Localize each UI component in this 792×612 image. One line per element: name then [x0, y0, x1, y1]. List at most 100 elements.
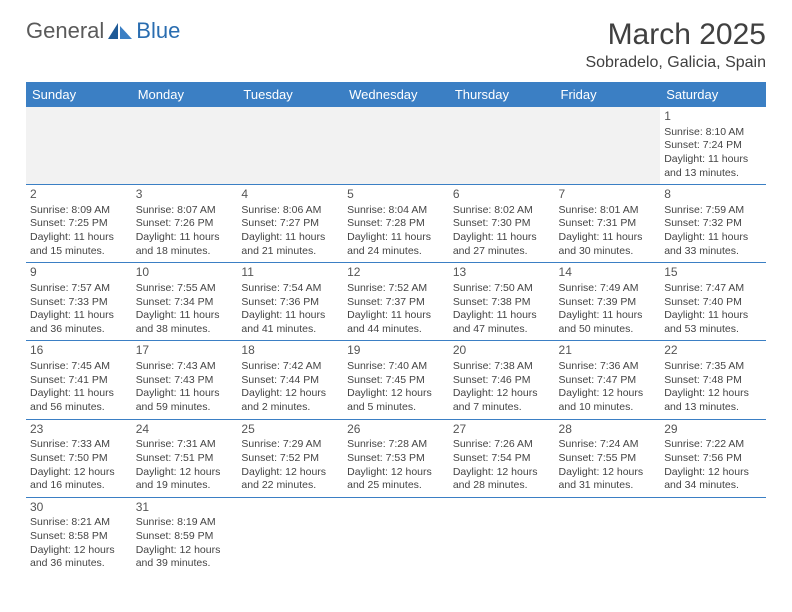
sunrise-text: Sunrise: 7:36 AM [559, 360, 657, 374]
sunrise-text: Sunrise: 8:19 AM [136, 516, 234, 530]
calendar-cell: 24Sunrise: 7:31 AMSunset: 7:51 PMDayligh… [132, 419, 238, 497]
calendar-cell [660, 497, 766, 575]
calendar-week-row: 1Sunrise: 8:10 AMSunset: 7:24 PMDaylight… [26, 107, 766, 185]
calendar-cell: 26Sunrise: 7:28 AMSunset: 7:53 PMDayligh… [343, 419, 449, 497]
sunset-text: Sunset: 7:51 PM [136, 452, 234, 466]
sunrise-text: Sunrise: 7:49 AM [559, 282, 657, 296]
daylight-text: Daylight: 12 hours and 5 minutes. [347, 387, 445, 414]
daylight-text: Daylight: 12 hours and 39 minutes. [136, 544, 234, 571]
sunrise-text: Sunrise: 8:06 AM [241, 204, 339, 218]
calendar-cell: 19Sunrise: 7:40 AMSunset: 7:45 PMDayligh… [343, 341, 449, 419]
daylight-text: Daylight: 11 hours and 56 minutes. [30, 387, 128, 414]
calendar-cell: 16Sunrise: 7:45 AMSunset: 7:41 PMDayligh… [26, 341, 132, 419]
calendar-cell: 12Sunrise: 7:52 AMSunset: 7:37 PMDayligh… [343, 263, 449, 341]
sunrise-text: Sunrise: 7:26 AM [453, 438, 551, 452]
calendar-week-row: 16Sunrise: 7:45 AMSunset: 7:41 PMDayligh… [26, 341, 766, 419]
sunset-text: Sunset: 7:45 PM [347, 374, 445, 388]
daylight-text: Daylight: 11 hours and 36 minutes. [30, 309, 128, 336]
logo-text-1: General [26, 18, 104, 44]
logo-text-2: Blue [136, 18, 180, 44]
day-number: 2 [30, 187, 128, 203]
calendar-cell [555, 497, 661, 575]
calendar-cell: 9Sunrise: 7:57 AMSunset: 7:33 PMDaylight… [26, 263, 132, 341]
calendar-cell: 31Sunrise: 8:19 AMSunset: 8:59 PMDayligh… [132, 497, 238, 575]
day-number: 22 [664, 343, 762, 359]
sunrise-text: Sunrise: 7:31 AM [136, 438, 234, 452]
day-number: 31 [136, 500, 234, 516]
day-number: 21 [559, 343, 657, 359]
sunrise-text: Sunrise: 7:43 AM [136, 360, 234, 374]
daylight-text: Daylight: 11 hours and 44 minutes. [347, 309, 445, 336]
sunset-text: Sunset: 7:26 PM [136, 217, 234, 231]
calendar-cell: 8Sunrise: 7:59 AMSunset: 7:32 PMDaylight… [660, 185, 766, 263]
daylight-text: Daylight: 12 hours and 22 minutes. [241, 466, 339, 493]
sunset-text: Sunset: 7:56 PM [664, 452, 762, 466]
weekday-header: Thursday [449, 82, 555, 107]
calendar-cell [555, 107, 661, 185]
day-number: 17 [136, 343, 234, 359]
sunset-text: Sunset: 7:46 PM [453, 374, 551, 388]
calendar-cell: 4Sunrise: 8:06 AMSunset: 7:27 PMDaylight… [237, 185, 343, 263]
daylight-text: Daylight: 12 hours and 31 minutes. [559, 466, 657, 493]
sunset-text: Sunset: 7:44 PM [241, 374, 339, 388]
day-number: 23 [30, 422, 128, 438]
daylight-text: Daylight: 11 hours and 33 minutes. [664, 231, 762, 258]
calendar-cell: 10Sunrise: 7:55 AMSunset: 7:34 PMDayligh… [132, 263, 238, 341]
sunset-text: Sunset: 8:59 PM [136, 530, 234, 544]
daylight-text: Daylight: 11 hours and 18 minutes. [136, 231, 234, 258]
daylight-text: Daylight: 11 hours and 13 minutes. [664, 153, 762, 180]
calendar-cell: 5Sunrise: 8:04 AMSunset: 7:28 PMDaylight… [343, 185, 449, 263]
sunset-text: Sunset: 7:28 PM [347, 217, 445, 231]
day-number: 30 [30, 500, 128, 516]
sunset-text: Sunset: 7:38 PM [453, 296, 551, 310]
calendar-cell: 23Sunrise: 7:33 AMSunset: 7:50 PMDayligh… [26, 419, 132, 497]
calendar-cell [449, 107, 555, 185]
sunrise-text: Sunrise: 7:33 AM [30, 438, 128, 452]
daylight-text: Daylight: 12 hours and 10 minutes. [559, 387, 657, 414]
sunset-text: Sunset: 7:37 PM [347, 296, 445, 310]
calendar-week-row: 9Sunrise: 7:57 AMSunset: 7:33 PMDaylight… [26, 263, 766, 341]
daylight-text: Daylight: 11 hours and 53 minutes. [664, 309, 762, 336]
daylight-text: Daylight: 11 hours and 41 minutes. [241, 309, 339, 336]
day-number: 20 [453, 343, 551, 359]
daylight-text: Daylight: 11 hours and 50 minutes. [559, 309, 657, 336]
day-number: 10 [136, 265, 234, 281]
weekday-header: Wednesday [343, 82, 449, 107]
sunset-text: Sunset: 7:24 PM [664, 139, 762, 153]
logo-sail-icon [106, 21, 134, 41]
sunrise-text: Sunrise: 8:09 AM [30, 204, 128, 218]
daylight-text: Daylight: 12 hours and 2 minutes. [241, 387, 339, 414]
day-number: 19 [347, 343, 445, 359]
day-number: 5 [347, 187, 445, 203]
day-number: 13 [453, 265, 551, 281]
sunset-text: Sunset: 7:40 PM [664, 296, 762, 310]
calendar-cell: 3Sunrise: 8:07 AMSunset: 7:26 PMDaylight… [132, 185, 238, 263]
calendar-cell: 2Sunrise: 8:09 AMSunset: 7:25 PMDaylight… [26, 185, 132, 263]
sunset-text: Sunset: 7:52 PM [241, 452, 339, 466]
daylight-text: Daylight: 11 hours and 59 minutes. [136, 387, 234, 414]
day-number: 24 [136, 422, 234, 438]
sunrise-text: Sunrise: 7:29 AM [241, 438, 339, 452]
calendar-cell: 6Sunrise: 8:02 AMSunset: 7:30 PMDaylight… [449, 185, 555, 263]
sunset-text: Sunset: 7:53 PM [347, 452, 445, 466]
calendar-week-row: 23Sunrise: 7:33 AMSunset: 7:50 PMDayligh… [26, 419, 766, 497]
calendar-cell: 7Sunrise: 8:01 AMSunset: 7:31 PMDaylight… [555, 185, 661, 263]
sunrise-text: Sunrise: 7:24 AM [559, 438, 657, 452]
sunrise-text: Sunrise: 7:38 AM [453, 360, 551, 374]
calendar-cell [132, 107, 238, 185]
weekday-header: Saturday [660, 82, 766, 107]
weekday-header: Tuesday [237, 82, 343, 107]
header: General Blue March 2025 Sobradelo, Galic… [26, 18, 766, 72]
calendar-cell: 13Sunrise: 7:50 AMSunset: 7:38 PMDayligh… [449, 263, 555, 341]
calendar-cell: 28Sunrise: 7:24 AMSunset: 7:55 PMDayligh… [555, 419, 661, 497]
daylight-text: Daylight: 12 hours and 13 minutes. [664, 387, 762, 414]
daylight-text: Daylight: 11 hours and 27 minutes. [453, 231, 551, 258]
calendar-cell: 20Sunrise: 7:38 AMSunset: 7:46 PMDayligh… [449, 341, 555, 419]
calendar-cell: 18Sunrise: 7:42 AMSunset: 7:44 PMDayligh… [237, 341, 343, 419]
calendar-week-row: 2Sunrise: 8:09 AMSunset: 7:25 PMDaylight… [26, 185, 766, 263]
sunrise-text: Sunrise: 7:28 AM [347, 438, 445, 452]
sunrise-text: Sunrise: 7:52 AM [347, 282, 445, 296]
day-number: 8 [664, 187, 762, 203]
daylight-text: Daylight: 12 hours and 7 minutes. [453, 387, 551, 414]
sunrise-text: Sunrise: 7:40 AM [347, 360, 445, 374]
